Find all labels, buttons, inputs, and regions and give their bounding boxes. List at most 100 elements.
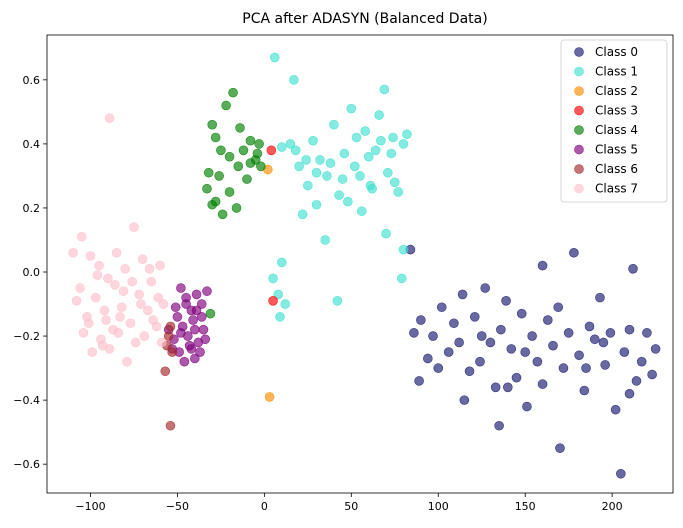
point-class-1 xyxy=(398,244,409,255)
point-class-4 xyxy=(224,187,235,197)
point-class-7 xyxy=(127,276,138,287)
y-tick-label: −0.4 xyxy=(13,394,40,407)
point-class-0 xyxy=(553,302,564,313)
point-class-7 xyxy=(110,280,120,290)
point-class-0 xyxy=(548,340,558,351)
point-class-4 xyxy=(252,148,263,159)
point-class-7 xyxy=(76,231,87,242)
point-class-3 xyxy=(266,145,277,156)
x-tick-label: −100 xyxy=(75,500,105,513)
point-class-7 xyxy=(85,251,96,261)
point-class-0 xyxy=(610,404,621,415)
point-class-1 xyxy=(303,180,313,191)
point-class-4 xyxy=(231,203,242,213)
point-class-0 xyxy=(476,331,487,341)
point-class-0 xyxy=(414,376,424,386)
legend: Class 0 Class 1 Class 2 Class 3 Class 4 Class… xyxy=(560,39,668,203)
point-class-7 xyxy=(158,299,169,309)
point-class-7 xyxy=(78,328,89,338)
point-class-7 xyxy=(87,347,98,357)
point-class-5 xyxy=(190,324,200,335)
point-class-1 xyxy=(386,148,397,159)
point-class-1 xyxy=(285,139,296,149)
point-class-4 xyxy=(214,171,224,181)
y-tick-label: 0.4 xyxy=(23,138,41,151)
point-class-5 xyxy=(195,347,205,357)
point-class-1 xyxy=(388,132,398,143)
point-class-4 xyxy=(254,139,264,149)
legend-marker xyxy=(574,66,584,77)
point-class-1 xyxy=(367,183,377,194)
point-class-7 xyxy=(104,113,115,124)
legend-marker xyxy=(574,47,584,57)
point-class-1 xyxy=(337,174,348,184)
point-class-7 xyxy=(136,299,146,309)
point-class-1 xyxy=(356,206,367,216)
point-class-4 xyxy=(238,145,249,156)
point-class-7 xyxy=(129,222,139,232)
point-class-7 xyxy=(101,315,111,325)
point-class-1 xyxy=(289,75,299,85)
point-class-4 xyxy=(210,132,221,143)
point-class-4 xyxy=(205,308,216,319)
point-class-5 xyxy=(200,334,211,345)
point-class-0 xyxy=(642,328,652,338)
point-class-0 xyxy=(469,312,480,322)
point-class-1 xyxy=(349,161,360,172)
point-class-5 xyxy=(188,315,198,325)
point-class-5 xyxy=(190,353,200,364)
point-class-7 xyxy=(71,296,82,306)
point-class-7 xyxy=(115,312,125,322)
point-class-1 xyxy=(329,119,339,130)
point-class-1 xyxy=(381,228,391,239)
point-class-4 xyxy=(245,158,256,168)
point-class-7 xyxy=(75,283,85,293)
point-class-0 xyxy=(542,315,553,325)
point-class-4 xyxy=(228,87,238,98)
point-class-0 xyxy=(595,292,605,303)
point-class-1 xyxy=(393,187,404,197)
point-class-5 xyxy=(170,302,181,313)
point-class-5 xyxy=(186,344,197,354)
point-class-5 xyxy=(191,305,202,316)
y-tick-label: −0.2 xyxy=(13,330,40,343)
point-class-0 xyxy=(516,308,527,319)
x-tick-label: 100 xyxy=(428,500,449,513)
point-class-7 xyxy=(120,263,131,274)
point-class-0 xyxy=(520,347,530,357)
point-class-0 xyxy=(490,382,501,393)
legend-label: Class 7 xyxy=(595,182,638,196)
legend-box xyxy=(560,39,668,203)
point-class-0 xyxy=(589,334,600,345)
legend-label: Class 6 xyxy=(595,162,638,176)
point-class-5 xyxy=(176,328,186,338)
point-class-0 xyxy=(501,296,511,306)
point-class-6 xyxy=(167,347,177,357)
point-class-1 xyxy=(360,126,371,136)
point-class-6 xyxy=(165,321,176,332)
x-tick-label: −50 xyxy=(166,500,189,513)
legend-marker xyxy=(574,144,584,155)
point-class-1 xyxy=(376,135,386,146)
x-tick-label: 200 xyxy=(602,500,623,513)
y-axis-ticks: −0.6 −0.4 −0.2 0.0 0.2 0.4 0.6 xyxy=(13,74,47,471)
point-class-7 xyxy=(99,305,110,316)
point-class-1 xyxy=(322,171,332,181)
point-class-1 xyxy=(346,103,357,114)
point-class-7 xyxy=(153,292,164,303)
point-class-0 xyxy=(598,337,609,348)
point-class-1 xyxy=(402,129,412,140)
point-class-4 xyxy=(245,135,256,146)
point-class-6 xyxy=(160,366,171,377)
point-class-1 xyxy=(273,289,284,300)
point-class-7 xyxy=(148,315,158,325)
point-class-0 xyxy=(522,401,532,412)
point-class-0 xyxy=(619,347,630,357)
point-class-0 xyxy=(409,328,419,338)
point-class-5 xyxy=(172,312,183,322)
point-class-0 xyxy=(569,247,579,258)
point-class-0 xyxy=(616,468,626,479)
point-class-7 xyxy=(92,270,103,281)
point-class-4 xyxy=(235,123,245,133)
point-class-5 xyxy=(196,312,207,322)
